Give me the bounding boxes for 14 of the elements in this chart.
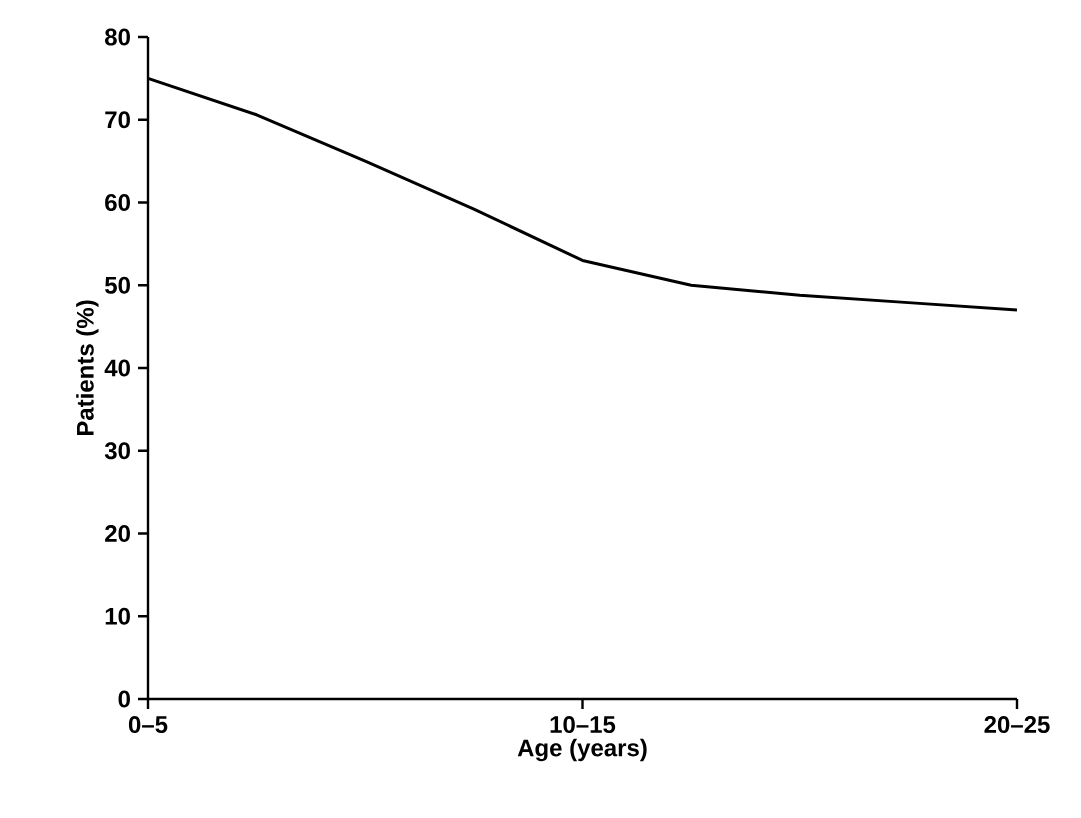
- x-axis-title: Age (years): [517, 738, 647, 762]
- y-tick-label: 70: [105, 111, 130, 129]
- y-tick-label: 50: [105, 276, 130, 294]
- y-tick-label: 10: [105, 607, 130, 625]
- y-tick-label: 60: [105, 194, 130, 211]
- y-axis-title: Patients (%): [76, 300, 99, 436]
- x-tick-label: 0–5: [128, 716, 168, 734]
- y-tick-label: 80: [105, 28, 130, 46]
- y-tick-label: 40: [104, 359, 130, 377]
- y-tick-label: 20: [105, 525, 130, 542]
- x-tick-label: 10–15: [550, 716, 616, 734]
- y-tick-label: 30: [104, 442, 130, 460]
- x-tick-label: 20–25: [984, 716, 1050, 734]
- y-tick-label: 0: [118, 690, 130, 708]
